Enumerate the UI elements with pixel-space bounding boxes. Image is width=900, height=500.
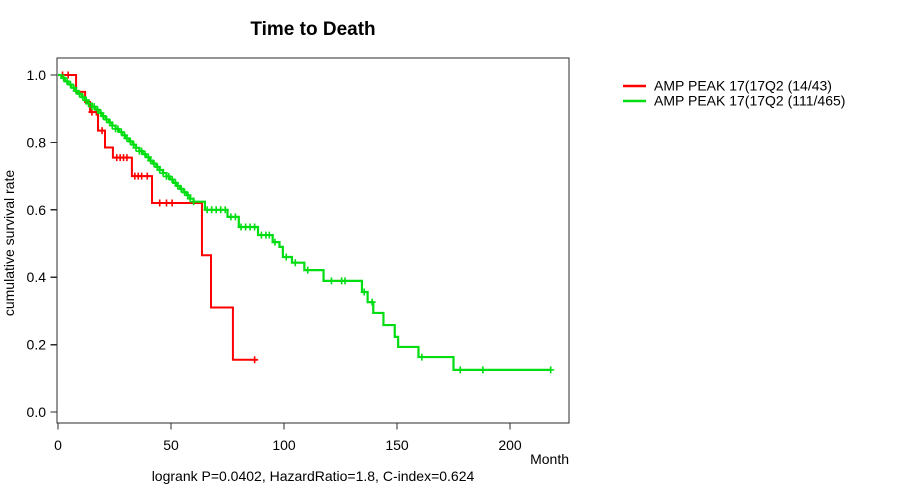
censor-mark [156, 199, 164, 207]
censor-mark [418, 353, 426, 361]
censor-mark [190, 198, 198, 206]
censor-mark [60, 74, 68, 82]
censor-mark [231, 213, 239, 221]
censor-mark [108, 122, 116, 130]
survival-curves [58, 71, 555, 374]
censor-mark [265, 231, 273, 239]
censor-mark [368, 298, 376, 306]
censor-mark [117, 128, 125, 136]
censor-mark [327, 277, 335, 285]
censor-mark [177, 185, 185, 193]
censor-mark [94, 106, 102, 114]
y-axis: 0.0 0.2 0.4 0.6 0.8 1.0 [27, 67, 57, 420]
statistics-footnote: logrank P=0.0402, HazardRatio=1.8, C-ind… [152, 468, 475, 484]
censor-mark [547, 366, 555, 374]
censor-mark [291, 259, 299, 267]
censor-mark [159, 169, 167, 177]
censor-mark [456, 366, 464, 374]
censor-mark [126, 137, 134, 145]
x-axis-title: Month [530, 451, 569, 467]
censor-mark [304, 266, 312, 274]
y-tick-label: 0.0 [27, 404, 47, 420]
y-tick-label: 0.4 [27, 269, 47, 285]
km-curve-green [58, 73, 551, 371]
censor-mark [98, 127, 106, 135]
legend-label-green: AMP PEAK 17(17Q2 (111/465) [654, 93, 845, 109]
chart-title: Time to Death [250, 19, 375, 40]
x-tick-label: 50 [163, 437, 179, 453]
censor-mark [251, 223, 259, 231]
x-axis: 0 50 100 150 200 [54, 423, 522, 453]
censor-mark [271, 238, 279, 246]
censor-mark [360, 288, 368, 296]
censor-mark [168, 199, 176, 207]
censor-mark [99, 112, 107, 120]
x-tick-label: 100 [272, 437, 296, 453]
censor-mark [221, 206, 229, 214]
censor-mark [143, 172, 151, 180]
y-tick-label: 0.6 [27, 202, 47, 218]
y-tick-label: 0.8 [27, 134, 47, 150]
legend: AMP PEAK 17(17Q2 (14/43) AMP PEAK 17(17Q… [623, 78, 845, 109]
censor-mark [123, 154, 131, 162]
censor-mark [66, 80, 74, 88]
censor-mark [282, 253, 290, 261]
y-tick-label: 1.0 [27, 67, 47, 83]
censor-mark [479, 366, 487, 374]
censor-marks-green [60, 74, 555, 374]
legend-label-red: AMP PEAK 17(17Q2 (14/43) [654, 78, 832, 94]
censor-mark [251, 356, 259, 364]
censor-mark [150, 160, 158, 168]
x-tick-label: 150 [385, 437, 409, 453]
censor-mark [64, 71, 72, 79]
censor-mark [132, 144, 140, 152]
x-tick-label: 0 [54, 437, 62, 453]
censor-mark [168, 175, 176, 183]
censor-mark [75, 90, 83, 98]
x-tick-label: 200 [498, 437, 522, 453]
censor-mark [341, 277, 349, 285]
plot-frame [56, 57, 570, 424]
y-axis-title: cumulative survival rate [1, 170, 17, 316]
y-tick-label: 0.2 [27, 337, 47, 353]
